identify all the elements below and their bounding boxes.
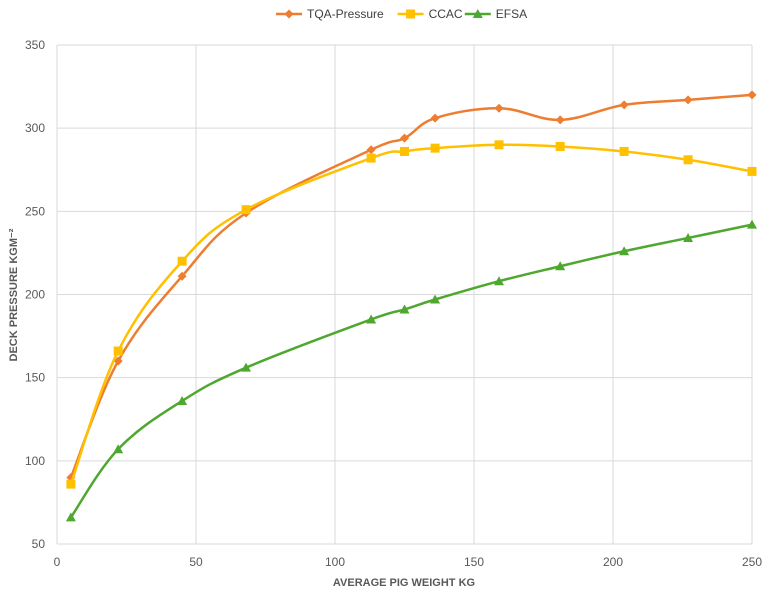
- x-tick-label: 0: [54, 555, 61, 569]
- data-point-tqa-pressure: [177, 271, 187, 281]
- data-point-efsa: [430, 294, 441, 304]
- legend-label: CCAC: [429, 7, 463, 21]
- y-tick-label: 300: [25, 121, 45, 135]
- series-line-ccac: [69, 143, 753, 485]
- data-point-ccac: [494, 140, 504, 150]
- x-tick-label: 150: [464, 555, 484, 569]
- data-point-ccac: [555, 141, 565, 151]
- legend-marker: [406, 9, 416, 19]
- data-point-efsa: [65, 512, 76, 522]
- legend-item-ccac: CCAC: [397, 7, 463, 21]
- data-point-ccac: [400, 146, 409, 156]
- data-point-efsa: [113, 444, 124, 454]
- data-point-tqa-pressure: [555, 115, 565, 125]
- data-point-tqa-pressure: [619, 100, 629, 110]
- data-point-efsa: [177, 395, 188, 405]
- data-point-ccac: [177, 256, 187, 266]
- y-tick-label: 50: [32, 537, 46, 551]
- data-point-efsa: [747, 219, 757, 229]
- data-point-efsa: [399, 304, 410, 314]
- y-axis-ticks: 50 100 150 200 250 300 350: [25, 38, 45, 551]
- legend-label: EFSA: [496, 7, 527, 21]
- legend: TQA-Pressure CCAC EFSA: [276, 7, 527, 21]
- data-point-ccac: [366, 153, 376, 163]
- y-tick-label: 200: [25, 288, 45, 302]
- data-point-efsa: [555, 261, 566, 271]
- data-point-ccac: [66, 479, 76, 489]
- data-point-ccac: [747, 166, 757, 176]
- data-point-tqa-pressure: [494, 103, 504, 113]
- series-line-tqa-pressure: [69, 93, 753, 478]
- x-tick-label: 200: [603, 555, 623, 569]
- data-point-efsa: [241, 362, 252, 372]
- gridlines: [56, 44, 753, 545]
- x-tick-label: 250: [742, 555, 762, 569]
- data-point-tqa-pressure: [400, 133, 409, 143]
- legend-marker: [472, 9, 483, 18]
- data-point-tqa-pressure: [747, 90, 757, 100]
- legend-marker: [284, 9, 294, 19]
- legend-item-efsa: EFSA: [464, 7, 527, 21]
- x-tick-label: 50: [189, 555, 203, 569]
- y-tick-label: 100: [25, 454, 45, 468]
- legend-item-tqa-pressure: TQA-Pressure: [276, 7, 384, 21]
- y-tick-label: 250: [25, 204, 45, 218]
- x-axis-title: AVERAGE PIG WEIGHT KG: [333, 577, 475, 589]
- series-lines: [65, 90, 757, 522]
- data-point-efsa: [366, 314, 377, 324]
- data-point-tqa-pressure: [113, 356, 123, 366]
- data-point-ccac: [619, 146, 629, 156]
- data-point-efsa: [619, 246, 630, 256]
- data-point-ccac: [113, 346, 123, 356]
- data-point-efsa: [494, 276, 505, 286]
- x-tick-label: 100: [325, 555, 345, 569]
- data-point-ccac: [683, 155, 693, 165]
- data-point-ccac: [430, 143, 440, 153]
- series-line-efsa: [69, 223, 753, 519]
- data-point-tqa-pressure: [366, 145, 376, 155]
- data-point-efsa: [683, 232, 694, 242]
- y-axis-title: DECK PRESSURE KGM⁻²: [8, 228, 20, 361]
- legend-label: TQA-Pressure: [307, 7, 384, 21]
- y-tick-label: 150: [25, 371, 45, 385]
- data-point-ccac: [241, 205, 251, 215]
- data-point-tqa-pressure: [430, 113, 440, 123]
- x-axis-ticks: 0 50 100 150 200 250: [54, 555, 763, 569]
- y-tick-label: 350: [25, 38, 45, 52]
- data-point-tqa-pressure: [683, 95, 693, 105]
